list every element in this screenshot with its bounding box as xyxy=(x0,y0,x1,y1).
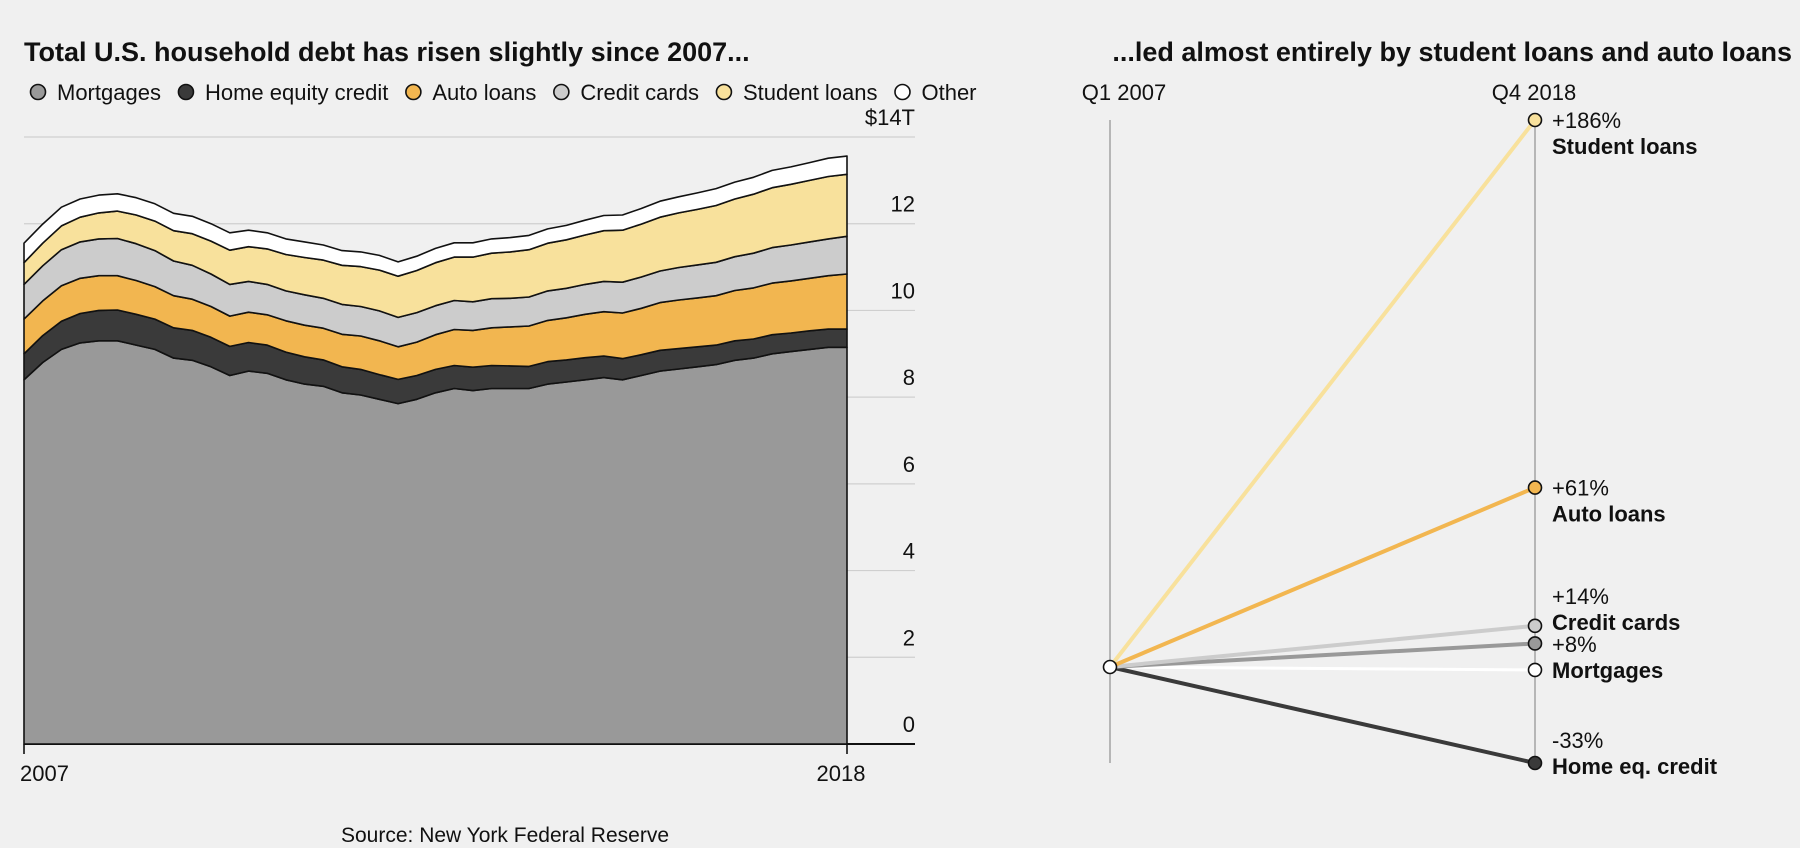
slope-end-dot-credit-cards xyxy=(1527,618,1543,634)
y-tick-10: 10 xyxy=(891,278,915,303)
slope-axes: Q1 2007 Q4 2018 xyxy=(1082,80,1576,763)
y-tick-2: 2 xyxy=(903,625,915,650)
slope-line-mortgages xyxy=(1108,641,1537,669)
slope-line-other xyxy=(1108,665,1537,672)
legend-label-student-loans: Student loans xyxy=(743,80,878,105)
slope-labels: +186%Student loans +61%Auto loans +14%Cred… xyxy=(1552,108,1718,779)
left-chart-title: Total U.S. household debt has risen slig… xyxy=(24,37,750,67)
legend: Mortgages Home equity credit Auto loans Cre… xyxy=(29,80,977,105)
slope-name-mortgages: Mortgages xyxy=(1552,658,1663,683)
area-mortgages xyxy=(23,340,848,745)
area-other xyxy=(23,155,848,277)
slope-end-dot-auto-loans xyxy=(1527,480,1543,495)
legend-label-mortgages: Mortgages xyxy=(57,80,161,105)
legend-swatch-home-equity-credit xyxy=(177,83,195,101)
x-axis-ticks: 2007 2018 xyxy=(20,744,865,786)
slope-name-student-loans: Student loans xyxy=(1552,134,1697,159)
slope-end-dot-home-eq-credit xyxy=(1527,755,1543,771)
slope-name-home-eq-credit: Home eq. credit xyxy=(1552,754,1718,779)
source-note: Source: New York Federal Reserve xyxy=(341,824,669,847)
x-tick-2018: 2018 xyxy=(817,761,866,786)
slope-line-home-eq-credit xyxy=(1108,665,1537,765)
y-axis-ticks: 0 2 4 6 8 10 12 $14T xyxy=(865,105,915,737)
y-tick-14t: $14T xyxy=(865,105,915,130)
slope-pct-credit-cards: +14% xyxy=(1552,584,1609,609)
slope-pct-mortgages: +8% xyxy=(1552,632,1597,657)
slope-end-dot-other xyxy=(1527,662,1543,678)
slope-start-dot xyxy=(1102,659,1118,675)
slope-line-student-loans xyxy=(1108,118,1537,669)
y-tick-12: 12 xyxy=(891,192,915,217)
slope-line-credit-cards xyxy=(1108,623,1537,669)
legend-swatch-auto-loans xyxy=(405,83,422,101)
legend-label-other: Other xyxy=(921,80,976,105)
y-tick-6: 6 xyxy=(903,452,915,477)
legend-label-credit-cards: Credit cards xyxy=(580,80,699,105)
y-tick-8: 8 xyxy=(903,365,915,390)
legend-swatch-credit-cards xyxy=(553,83,570,101)
slope-line-auto-loans xyxy=(1108,485,1537,669)
legend-swatch-mortgages xyxy=(29,83,47,101)
y-tick-0: 0 xyxy=(903,712,915,737)
x-tick-2007: 2007 xyxy=(20,761,69,786)
legend-label-home-equity-credit: Home equity credit xyxy=(205,80,388,105)
y-tick-4: 4 xyxy=(903,539,915,564)
slope-name-credit-cards: Credit cards xyxy=(1552,610,1680,635)
legend-swatch-student-loans xyxy=(715,83,733,101)
legend-label-auto-loans: Auto loans xyxy=(432,80,536,105)
x-label-q4-2018: Q4 2018 xyxy=(1492,80,1576,105)
slope-pct-student-loans: +186% xyxy=(1552,108,1621,133)
slope-end-dot-student-loans xyxy=(1527,112,1543,128)
slope-pct-home-eq-credit: -33% xyxy=(1552,728,1603,753)
right-chart-title: ...led almost entirely by student loans … xyxy=(1112,37,1792,67)
slope-pct-auto-loans: +61% xyxy=(1552,476,1609,501)
slope-end-dot-mortgages xyxy=(1527,636,1543,651)
legend-swatch-other xyxy=(894,83,911,101)
slope-name-auto-loans: Auto loans xyxy=(1552,502,1666,527)
slope-lines xyxy=(1102,112,1543,771)
stacked-areas xyxy=(23,155,848,745)
x-label-q1-2007: Q1 2007 xyxy=(1082,80,1166,105)
